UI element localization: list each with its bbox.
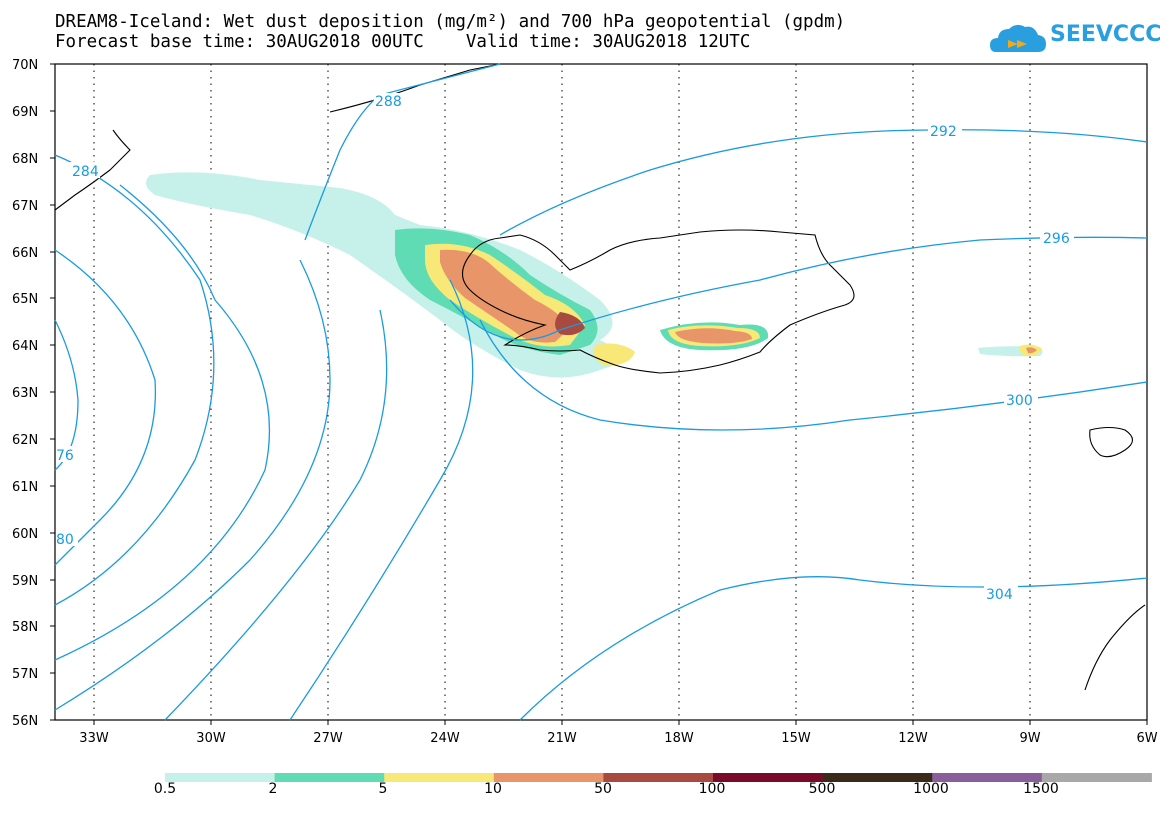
logo-text: SEEVCCC [1050,22,1162,47]
lon-label: 21W [547,731,577,746]
legend-color-box [165,773,276,782]
contour-label-292: 292 [930,124,957,140]
lon-label: 6W [1136,731,1157,746]
lat-label: 56N [12,714,38,729]
lat-label: 67N [12,199,38,214]
lon-label: 15W [781,731,811,746]
lat-label: 57N [12,667,38,682]
contour-label-304: 304 [986,587,1013,603]
legend-label: 50 [594,781,612,797]
lat-label: 68N [12,152,38,167]
geopotential-contours [54,63,1148,721]
legend-color-box [274,773,385,782]
contour-labels: 288 284 292 296 300 304 76 80 [56,93,1074,603]
legend-color-box [822,773,933,782]
contour-label-300: 300 [1006,393,1033,409]
contour-label-284: 284 [72,164,99,180]
legend-label: 0.5 [153,781,177,797]
legend-color-box [713,773,824,782]
legend-label: 500 [808,781,836,797]
legend-color-box [1041,773,1152,782]
latitude-axis: 70N 69N 68N 67N 66N 65N 64N 63N 62N 61N … [12,58,55,729]
legend-color-box [384,773,495,782]
lat-label: 64N [12,339,38,354]
lon-label: 33W [79,731,109,746]
lat-label: 61N [12,480,38,495]
lon-label: 30W [196,731,226,746]
graticule [93,64,1031,720]
legend-color-box [493,773,604,782]
plot-frame [54,63,1148,721]
legend-label: 1000 [913,781,949,797]
lat-label: 62N [12,433,38,448]
legend-color-box [932,773,1043,782]
dust-deposition-field [146,172,1043,378]
longitude-axis: 33W 30W 27W 24W 21W 18W 15W 12W 9W 6W [79,720,1158,746]
lat-label: 66N [12,246,38,261]
lon-label: 9W [1019,731,1040,746]
legend-label: 10 [484,781,502,797]
contour-label-296: 296 [1043,231,1070,247]
lat-label: 65N [12,292,38,307]
lon-label: 18W [664,731,694,746]
legend-label: 100 [698,781,726,797]
map-title: DREAM8-Iceland: Wet dust deposition (mg/… [55,12,846,32]
map-subtitle: Forecast base time: 30AUG2018 00UTC Vali… [55,32,751,52]
lat-label: 60N [12,527,38,542]
contour-label-288: 288 [375,94,402,110]
lat-label: 58N [12,620,38,635]
legend-label: 1500 [1023,781,1059,797]
lat-label: 59N [12,574,38,589]
lon-label: 12W [898,731,928,746]
contour-label-80: 80 [56,532,74,548]
lat-label: 63N [12,386,38,401]
legend-label: 2 [268,781,278,797]
contour-label-76: 76 [56,448,74,464]
lat-label: 70N [12,58,38,73]
lat-label: 69N [12,105,38,120]
legend-color-box [603,773,714,782]
lon-label: 24W [430,731,460,746]
lon-label: 27W [313,731,343,746]
color-legend [165,773,1152,782]
cloud-icon [990,24,1046,52]
legend-label: 5 [378,781,388,797]
